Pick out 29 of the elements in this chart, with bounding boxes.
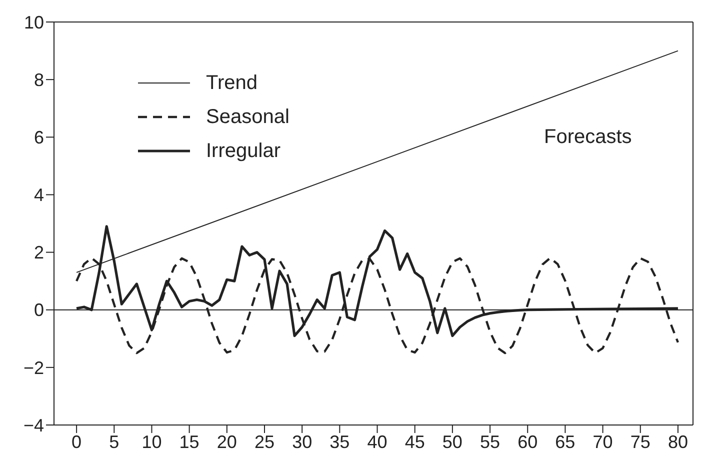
x-tick-label: 0	[72, 432, 82, 452]
x-tick-label: 70	[592, 432, 613, 452]
x-tick-label: 25	[254, 432, 275, 452]
annotation: Forecasts	[544, 126, 632, 149]
y-tick-label: 6	[34, 128, 44, 148]
x-tick-label: 50	[442, 432, 462, 452]
x-tick-label: 15	[179, 432, 200, 452]
x-tick-label: 20	[216, 432, 237, 452]
y-tick-label: 2	[34, 242, 44, 263]
y-tick-label: 8	[34, 70, 44, 90]
legend-label: Irregular	[206, 139, 280, 164]
x-tick-label: 45	[404, 432, 425, 452]
y-tick-label: 10	[24, 12, 44, 32]
y-tick-label: −2	[23, 358, 44, 378]
x-tick-label: 35	[330, 432, 350, 452]
y-tick-label: −4	[23, 415, 44, 436]
x-tick-label: 80	[668, 432, 688, 452]
y-tick-label: 4	[34, 185, 44, 206]
x-tick-label: 10	[142, 432, 162, 452]
x-tick-label: 5	[109, 432, 120, 452]
y-tick-label: 0	[34, 300, 44, 320]
x-tick-label: 30	[292, 432, 312, 452]
x-tick-label: 75	[630, 432, 650, 452]
x-tick-label: 40	[367, 432, 388, 452]
legend-label: Trend	[206, 71, 258, 96]
legend-label: Seasonal	[206, 105, 290, 130]
x-tick-label: 55	[480, 432, 500, 452]
x-tick-label: 60	[518, 432, 538, 452]
x-tick-label: 65	[555, 432, 576, 452]
